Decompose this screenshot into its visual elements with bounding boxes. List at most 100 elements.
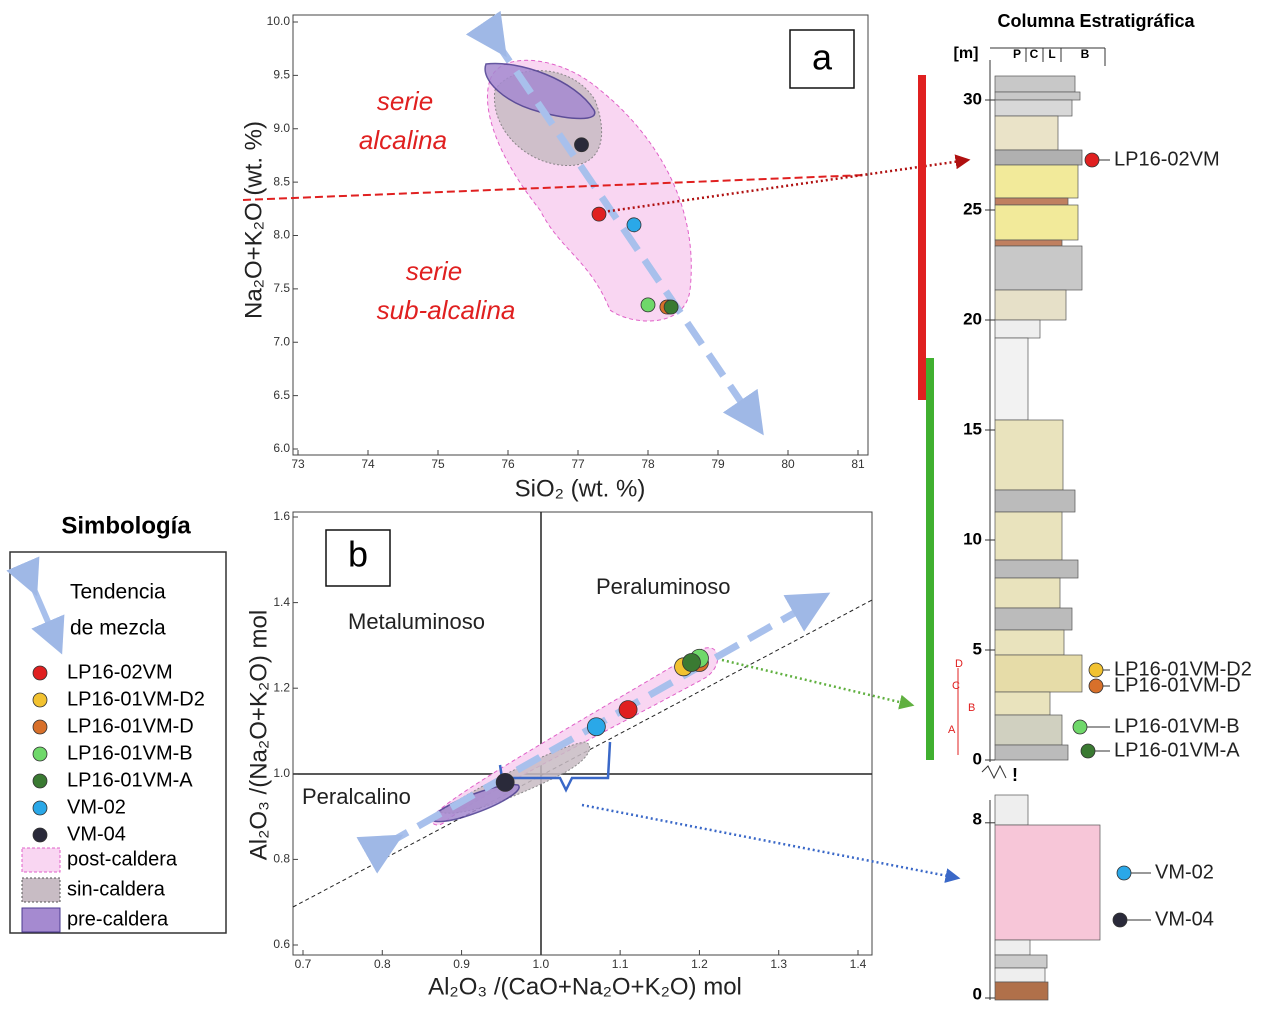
depth-label: 0 (973, 749, 982, 768)
y-tick-label: 1.6 (273, 509, 290, 523)
legend-label: post-caldera (67, 848, 178, 870)
y-tick-label: 7.0 (273, 334, 290, 348)
layer (994, 691, 1051, 716)
layer (994, 939, 1031, 956)
annotation: Metaluminoso (348, 609, 485, 634)
panel-box (325, 529, 391, 587)
x-tick-label: 78 (641, 457, 655, 471)
depth-label: 0 (973, 984, 982, 1003)
x-tick-label: 77 (571, 457, 585, 471)
annotation: sub-alcalina (377, 295, 516, 325)
interval-label: B (968, 702, 975, 714)
layer (994, 824, 1101, 941)
sample-label: LP16-02VM (1114, 148, 1220, 170)
legend-swatch (21, 877, 61, 903)
annotation: serie (377, 86, 433, 116)
sample-marker (1080, 743, 1096, 759)
column-header: L (1048, 47, 1055, 61)
legend-label: VM-04 (67, 823, 126, 845)
column-header: P (1013, 47, 1021, 61)
legend-label: LP16-01VM-D (67, 715, 194, 737)
boundary-line (242, 174, 866, 201)
layer (994, 489, 1076, 513)
legend-label: pre-caldera (67, 908, 169, 930)
x-tick-label: 80 (781, 457, 795, 471)
layer (994, 75, 1076, 93)
y-tick-label: 1.4 (273, 595, 290, 609)
layer (994, 654, 1083, 693)
x-tick-label: 0.9 (453, 957, 470, 971)
panel-box (789, 29, 855, 89)
legend-marker (32, 773, 48, 789)
layer (994, 91, 1081, 101)
legend-marker (32, 827, 48, 843)
y-tick-label: 9.5 (273, 68, 290, 82)
break-mark: ! (1012, 765, 1018, 785)
layer (994, 981, 1049, 1001)
x-tick-label: 74 (361, 457, 375, 471)
x-tick-label: 1.1 (612, 957, 629, 971)
column-title: Columna Estratigráfica (997, 11, 1195, 31)
data-point (626, 217, 642, 233)
data-point (618, 700, 638, 719)
x-tick-label: 1.0 (533, 957, 550, 971)
panel-label: a (812, 37, 833, 78)
layer (994, 607, 1073, 631)
interval-label: D (955, 658, 963, 670)
sample-marker (1112, 912, 1128, 928)
layer (994, 115, 1059, 151)
x-tick-label: 1.2 (691, 957, 708, 971)
y-axis-label: Al₂O₃ /(Na₂O+K₂O) mol (245, 610, 272, 860)
range-bar (918, 75, 926, 400)
layer (994, 714, 1063, 746)
legend-label: LP16-02VM (67, 661, 173, 683)
x-tick-label: 73 (291, 457, 305, 471)
layer (994, 337, 1029, 421)
sample-marker (1072, 719, 1088, 735)
layer (994, 99, 1073, 117)
y-tick-label: 10.0 (267, 14, 291, 28)
column-unit: [m] (954, 45, 979, 62)
column-header: B (1081, 47, 1090, 61)
layer (994, 319, 1041, 339)
annotation: serie (406, 256, 462, 286)
layer (994, 954, 1048, 969)
layer (994, 577, 1061, 609)
legend-swatch (21, 907, 61, 933)
layer (994, 629, 1065, 656)
legend-label: de mezcla (70, 617, 166, 640)
layer (994, 289, 1067, 321)
x-tick-label: 0.7 (295, 957, 312, 971)
depth-label: 8 (973, 809, 982, 828)
layer (994, 967, 1046, 983)
data-point (663, 299, 679, 315)
y-tick-label: 1.0 (273, 766, 290, 780)
legend-trend (6, 556, 65, 655)
layer (994, 794, 1029, 826)
depth-label: 15 (963, 419, 982, 438)
legend-marker (32, 719, 48, 735)
layer (994, 149, 1083, 166)
legend-label: LP16-01VM-D2 (67, 688, 205, 710)
x-tick-label: 1.3 (770, 957, 787, 971)
panel-label: b (348, 534, 368, 575)
sample-label: LP16-01VM-D2 (1114, 658, 1252, 680)
x-tick-label: 1.4 (850, 957, 867, 971)
layer (994, 164, 1079, 199)
y-tick-label: 1.2 (273, 680, 290, 694)
depth-label: 5 (973, 639, 982, 658)
layer (994, 744, 1069, 761)
data-point (574, 137, 589, 153)
link-arrow (721, 658, 915, 710)
legend-marker (32, 746, 48, 762)
layer (994, 245, 1083, 291)
layer (994, 511, 1063, 561)
layer (994, 197, 1069, 206)
sample-label: LP16-01VM-A (1114, 739, 1240, 761)
depth-label: 20 (963, 309, 982, 328)
sample-label: LP16-01VM-D (1114, 674, 1241, 696)
y-tick-label: 6.0 (273, 441, 290, 455)
x-tick-label: 76 (501, 457, 515, 471)
layer (994, 559, 1079, 579)
layer (994, 204, 1079, 241)
